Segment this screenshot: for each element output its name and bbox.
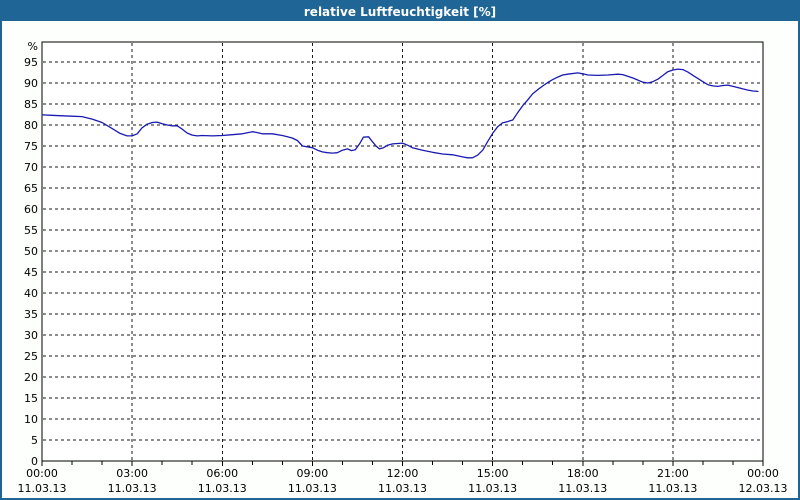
x-tick-time-label: 18:00: [567, 467, 599, 480]
y-tick-label: 15: [24, 392, 38, 405]
y-tick-label: 45: [24, 266, 38, 279]
window-titlebar: relative Luftfeuchtigkeit [%]: [2, 2, 798, 21]
y-tick-label: 25: [24, 350, 38, 363]
x-tick-time-label: 03:00: [116, 467, 148, 480]
x-tick-time-label: 09:00: [297, 467, 329, 480]
y-tick-label: 20: [24, 371, 38, 384]
x-tick-date-label: 11.03.13: [378, 482, 427, 495]
y-tick-label: 0: [31, 455, 38, 468]
x-tick-date-label: 11.03.13: [288, 482, 337, 495]
y-tick-label: 40: [24, 287, 38, 300]
y-axis-unit-label: %: [28, 40, 38, 53]
y-tick-label: 75: [24, 140, 38, 153]
x-tick-date-label: 11.03.13: [648, 482, 697, 495]
window-title: relative Luftfeuchtigkeit [%]: [303, 4, 497, 19]
y-tick-label: 50: [24, 245, 38, 258]
x-tick-date-label: 11.03.13: [108, 482, 157, 495]
y-tick-label: 60: [24, 203, 38, 216]
y-tick-label: 70: [24, 161, 38, 174]
y-tick-label: 55: [24, 224, 38, 237]
x-tick-date-label: 11.03.13: [468, 482, 517, 495]
y-tick-label: 35: [24, 308, 38, 321]
x-tick-time-label: 00:00: [747, 467, 779, 480]
x-tick-date-label: 11.03.13: [18, 482, 67, 495]
y-tick-label: 65: [24, 182, 38, 195]
y-tick-label: 80: [24, 119, 38, 132]
y-tick-label: 95: [24, 56, 38, 69]
x-tick-time-label: 06:00: [206, 467, 238, 480]
y-tick-label: 30: [24, 329, 38, 342]
y-tick-label: 5: [31, 434, 38, 447]
x-tick-time-label: 15:00: [477, 467, 509, 480]
x-tick-time-label: 00:00: [26, 467, 58, 480]
y-tick-label: 90: [24, 77, 38, 90]
x-tick-date-label: 11.03.13: [198, 482, 247, 495]
y-tick-label: 85: [24, 98, 38, 111]
y-tick-label: 10: [24, 413, 38, 426]
x-tick-time-label: 21:00: [657, 467, 689, 480]
x-tick-time-label: 12:00: [387, 467, 419, 480]
x-tick-date-label: 11.03.13: [558, 482, 607, 495]
x-tick-date-label: 12.03.13: [739, 482, 788, 495]
data-line: [41, 68, 759, 159]
